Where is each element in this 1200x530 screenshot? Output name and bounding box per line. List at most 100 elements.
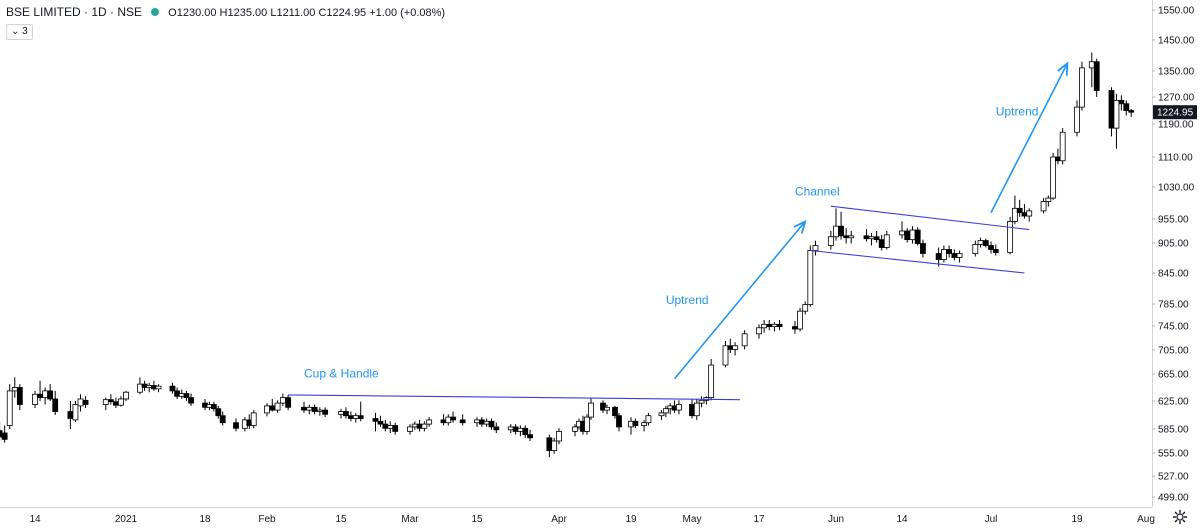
- candle[interactable]: [285, 394, 292, 411]
- trend-arrow[interactable]: [990, 63, 1067, 213]
- candle[interactable]: [732, 342, 738, 356]
- candle[interactable]: [604, 404, 610, 415]
- candle[interactable]: [1093, 58, 1100, 97]
- candle[interactable]: [878, 234, 885, 251]
- candle[interactable]: [372, 412, 379, 432]
- candle[interactable]: [52, 390, 59, 415]
- candle[interactable]: [1123, 100, 1130, 116]
- candle[interactable]: [802, 301, 809, 315]
- candle[interactable]: [459, 414, 466, 426]
- candle[interactable]: [392, 422, 399, 435]
- candle[interactable]: [741, 330, 748, 350]
- candle[interactable]: [474, 417, 480, 427]
- candle[interactable]: [992, 244, 999, 256]
- candle[interactable]: [807, 245, 814, 307]
- candle[interactable]: [833, 208, 839, 241]
- candle[interactable]: [1054, 148, 1061, 165]
- candle[interactable]: [1011, 195, 1018, 225]
- candle[interactable]: [1128, 108, 1135, 117]
- candle[interactable]: [883, 231, 890, 250]
- candle[interactable]: [827, 231, 834, 250]
- indicators-toggle-button[interactable]: ⌄ 3: [6, 24, 33, 40]
- annotation-label[interactable]: Uptrend: [666, 293, 709, 307]
- candle[interactable]: [47, 384, 54, 401]
- candle[interactable]: [450, 411, 456, 423]
- candle[interactable]: [972, 240, 979, 257]
- candle[interactable]: [676, 400, 682, 415]
- candle[interactable]: [771, 322, 778, 332]
- candle[interactable]: [183, 390, 190, 401]
- candle[interactable]: [1, 425, 8, 443]
- candle[interactable]: [1118, 95, 1125, 111]
- candle[interactable]: [343, 407, 349, 419]
- candle[interactable]: [42, 387, 49, 405]
- candle[interactable]: [1113, 93, 1120, 149]
- candle[interactable]: [899, 221, 905, 239]
- candle[interactable]: [766, 319, 773, 331]
- candle[interactable]: [868, 232, 875, 246]
- candle[interactable]: [956, 250, 963, 263]
- candle[interactable]: [301, 401, 307, 413]
- candle[interactable]: [347, 411, 354, 422]
- candle[interactable]: [1079, 61, 1085, 111]
- candle[interactable]: [311, 404, 318, 415]
- trendline[interactable]: [288, 394, 740, 401]
- candle[interactable]: [838, 211, 844, 240]
- candle[interactable]: [416, 419, 423, 432]
- candle[interactable]: [274, 400, 281, 413]
- candle[interactable]: [123, 390, 129, 401]
- candle[interactable]: [708, 359, 715, 401]
- candle[interactable]: [1040, 198, 1047, 214]
- candle[interactable]: [982, 238, 989, 248]
- candle[interactable]: [338, 408, 344, 419]
- candle[interactable]: [584, 414, 590, 435]
- candle[interactable]: [1007, 216, 1014, 255]
- candle[interactable]: [82, 396, 89, 408]
- candle[interactable]: [233, 418, 239, 432]
- candle[interactable]: [483, 418, 490, 427]
- candle[interactable]: [632, 418, 639, 429]
- candle[interactable]: [572, 424, 578, 437]
- candle[interactable]: [440, 414, 447, 426]
- candle[interactable]: [269, 398, 276, 412]
- candle[interactable]: [72, 401, 79, 422]
- candle[interactable]: [797, 307, 803, 332]
- candle[interactable]: [988, 241, 994, 254]
- candle[interactable]: [1050, 152, 1057, 200]
- candle[interactable]: [693, 398, 700, 420]
- candle[interactable]: [527, 429, 533, 441]
- candle[interactable]: [600, 400, 606, 413]
- time-axis[interactable]: 14 2021 18 Feb 15 Mar 15 Apr 19 May 17 Jun 14 Jul 19 Au…: [0, 507, 1155, 526]
- candle[interactable]: [11, 377, 18, 398]
- candle[interactable]: [1059, 128, 1066, 165]
- symbol-title[interactable]: BSE LIMITED · 1D · NSE: [6, 5, 143, 19]
- candle[interactable]: [904, 228, 911, 243]
- candle[interactable]: [37, 380, 43, 401]
- candle[interactable]: [279, 393, 286, 406]
- candle[interactable]: [377, 415, 384, 427]
- candle[interactable]: [250, 410, 257, 429]
- candle[interactable]: [909, 226, 916, 244]
- candle[interactable]: [546, 434, 553, 458]
- candle[interactable]: [722, 341, 729, 368]
- candle[interactable]: [812, 240, 819, 256]
- candle[interactable]: [1108, 87, 1115, 137]
- candle[interactable]: [1045, 195, 1052, 207]
- candle[interactable]: [1088, 52, 1095, 88]
- candle[interactable]: [551, 437, 558, 454]
- candle[interactable]: [1021, 204, 1028, 219]
- candle[interactable]: [357, 401, 364, 422]
- candle[interactable]: [426, 417, 433, 427]
- candle[interactable]: [155, 384, 162, 393]
- candle[interactable]: [67, 401, 74, 429]
- candle[interactable]: [641, 419, 647, 432]
- candle[interactable]: [848, 231, 855, 244]
- candle[interactable]: [689, 398, 695, 419]
- candle[interactable]: [445, 414, 452, 426]
- candle[interactable]: [761, 319, 768, 333]
- candle[interactable]: [698, 396, 705, 408]
- candle[interactable]: [407, 424, 413, 435]
- candle[interactable]: [352, 412, 359, 423]
- plot-area[interactable]: [0, 52, 1135, 458]
